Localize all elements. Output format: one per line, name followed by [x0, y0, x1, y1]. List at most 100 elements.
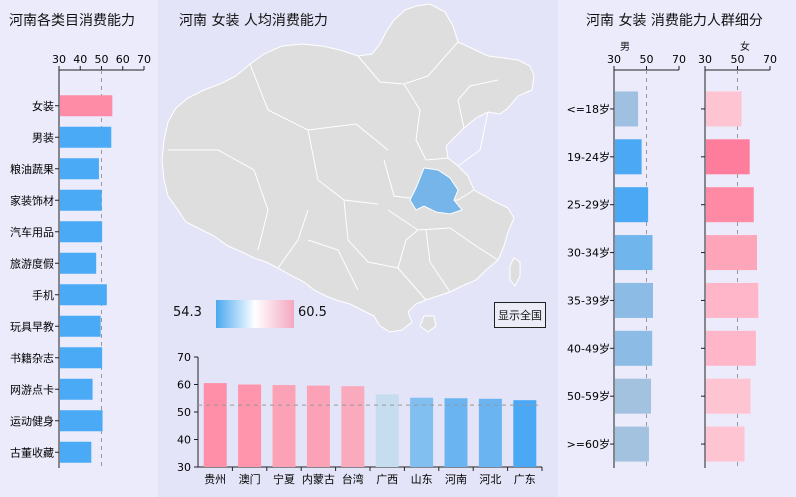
- province-category-label: 贵州: [204, 473, 226, 486]
- left-panel-title: 河南各类目消费能力: [9, 13, 135, 29]
- female-age-bar: [706, 426, 745, 462]
- left-category-label: 网游点卡: [10, 383, 54, 396]
- male-x-tick-label: 70: [672, 53, 686, 66]
- demographic-bar-chart: 30 50 70 30 50 70 <=18岁 19-24岁 25-29岁 30-34岁 35-39…: [567, 53, 777, 468]
- left-category-bar: [60, 126, 112, 148]
- map-region-henan[interactable]: [409, 167, 463, 215]
- province-category-label: 内蒙古: [302, 472, 335, 486]
- province-y-tick-label: 30: [177, 461, 191, 474]
- male-age-bar: [615, 282, 653, 318]
- left-category-label: 书籍杂志: [10, 351, 54, 365]
- male-x-tick-label: 30: [607, 53, 621, 66]
- province-bar: [341, 386, 365, 467]
- age-group-label: 50-59岁: [567, 389, 610, 403]
- map-region-taiwan[interactable]: [509, 257, 521, 287]
- left-category-label: 女装: [32, 99, 54, 113]
- visualmap-gradient[interactable]: [216, 300, 294, 328]
- female-age-bar: [706, 187, 754, 223]
- male-age-bar: [615, 187, 649, 223]
- visualmap-max-label: 60.5: [298, 305, 327, 320]
- left-category-bar: [60, 221, 103, 243]
- left-category-bar: [60, 410, 103, 432]
- age-group-label: >=60岁: [567, 437, 610, 451]
- female-x-tick-label: 70: [763, 53, 777, 66]
- province-y-tick-label: 60: [177, 379, 191, 392]
- province-category-label: 河北: [479, 473, 501, 486]
- province-category-label: 广东: [514, 473, 536, 486]
- china-map: [161, 3, 535, 333]
- female-x-tick-label: 30: [698, 53, 712, 66]
- left-panel: 河南各类目消费能力 30 40 50 60 70 女装 男装 粮油蔬果 家装饰材 汽车用品 旅游度假…: [0, 0, 158, 497]
- left-category-label: 运动健身: [10, 414, 54, 428]
- left-x-tick-label: 40: [73, 53, 87, 66]
- show-all-button[interactable]: 显示全国: [494, 302, 546, 328]
- visualmap-min-label: 54.3: [173, 305, 202, 320]
- left-category-label: 粮油蔬果: [10, 162, 54, 176]
- left-category-bar: [60, 189, 102, 211]
- province-bar-chart: 30 40 50 60 70 贵州 澳门 宁夏 内蒙古 台湾 广西 山东 河南 河北 广东: [177, 351, 543, 486]
- province-bar: [203, 383, 227, 467]
- left-category-label: 汽车用品: [10, 225, 54, 239]
- map-region-hainan[interactable]: [419, 315, 437, 333]
- female-age-bar: [706, 91, 742, 127]
- province-category-label: 宁夏: [273, 472, 295, 486]
- right-panel: 河南 女装 消费能力人群细分 男 女 30 50 70 30 50 70 <=18岁 19-2…: [558, 0, 796, 497]
- left-category-bar: [60, 284, 107, 306]
- female-x-tick-label: 50: [731, 53, 745, 66]
- male-age-bar: [615, 330, 653, 366]
- left-x-tick-label: 50: [95, 53, 109, 66]
- left-x-tick-label: 30: [52, 53, 66, 66]
- province-bar: [238, 384, 262, 467]
- female-age-bar: [706, 378, 751, 414]
- male-age-bar: [615, 378, 652, 414]
- category-bar-chart: 30 40 50 60 70 女装男装粮油蔬果家装饰材汽车用品旅游度假手机玩具早教书籍杂志…: [10, 53, 151, 468]
- province-bar: [306, 385, 330, 467]
- left-category-label: 玩具早教: [10, 320, 54, 333]
- age-group-label: 30-34岁: [567, 246, 610, 260]
- province-bar: [444, 398, 468, 467]
- province-category-label: 台湾: [342, 472, 364, 486]
- male-axis-label: 男: [620, 42, 630, 53]
- female-age-bar: [706, 235, 757, 271]
- male-x-tick-label: 50: [640, 53, 654, 66]
- province-category-label: 广西: [376, 473, 398, 486]
- map-region-group: [161, 3, 535, 333]
- left-category-label: 手机: [32, 288, 54, 302]
- age-group-label: 25-29岁: [567, 198, 610, 212]
- left-category-label: 男装: [32, 131, 54, 144]
- map-region-china[interactable]: [161, 3, 535, 333]
- center-panel-title: 河南 女装 人均消费能力: [179, 13, 328, 29]
- province-bar: [272, 385, 296, 467]
- left-category-bar: [60, 315, 101, 337]
- left-category-label: 旅游度假: [10, 256, 54, 270]
- province-category-label: 山东: [411, 473, 433, 486]
- province-y-tick-label: 50: [177, 406, 191, 419]
- center-panel: 河南 女装 人均消费能力: [158, 0, 558, 497]
- left-category-bar: [60, 347, 103, 369]
- left-category-label: 古董收藏: [10, 445, 54, 459]
- province-y-tick-label: 70: [177, 351, 191, 364]
- age-group-label: 40-49岁: [567, 341, 610, 355]
- right-panel-title: 河南 女装 消费能力人群细分: [586, 13, 763, 29]
- province-bar: [478, 398, 502, 467]
- age-group-label: 35-39岁: [567, 293, 610, 307]
- left-category-bar: [60, 252, 97, 274]
- province-y-tick-label: 40: [177, 434, 191, 447]
- left-category-bar: [60, 95, 113, 117]
- male-age-bar: [615, 235, 653, 271]
- province-bar: [375, 394, 399, 467]
- left-category-bar: [60, 441, 92, 463]
- age-group-label: 19-24岁: [567, 150, 610, 164]
- female-age-bar: [706, 139, 750, 175]
- province-bar: [513, 400, 537, 467]
- province-category-label: 澳门: [239, 472, 261, 486]
- male-age-bar: [615, 139, 642, 175]
- province-category-label: 河南: [445, 473, 467, 486]
- female-age-bar: [706, 330, 756, 366]
- left-category-bar: [60, 378, 93, 400]
- province-bar: [410, 397, 434, 467]
- female-axis-label: 女: [740, 42, 750, 53]
- age-group-label: <=18岁: [567, 102, 610, 116]
- left-x-tick-label: 60: [116, 53, 130, 66]
- left-x-tick-label: 70: [137, 53, 151, 66]
